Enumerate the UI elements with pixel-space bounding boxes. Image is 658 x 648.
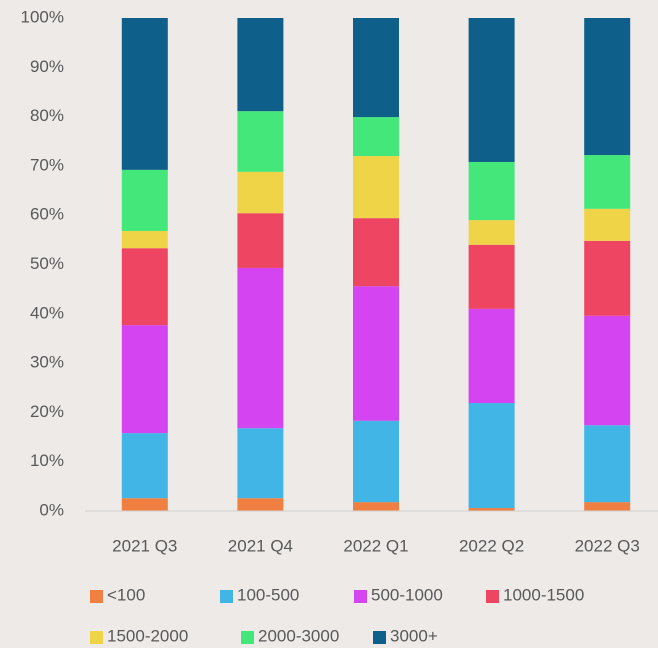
y-tick-label: 70%: [30, 155, 64, 174]
x-tick-label: 2021 Q4: [228, 536, 293, 555]
bar-segment: [237, 267, 284, 429]
legend-swatch: [486, 590, 499, 603]
bar-segment: [468, 244, 515, 309]
legend-label: 2000-3000: [258, 626, 339, 645]
legend-label: 1000-1500: [503, 585, 584, 604]
y-tick-label: 30%: [30, 353, 64, 372]
x-tick-label: 2022 Q1: [343, 536, 408, 555]
bar-segment: [237, 18, 284, 112]
bar-segment: [468, 403, 515, 509]
y-tick-label: 40%: [30, 303, 64, 322]
bar-segment: [121, 169, 168, 231]
legend-label: 500-1000: [371, 585, 443, 604]
y-tick-label: 50%: [30, 254, 64, 273]
bar-segment: [584, 425, 631, 503]
y-tick-label: 80%: [30, 106, 64, 125]
bar-segment: [584, 502, 631, 511]
bar-segment: [121, 248, 168, 326]
bar-segment: [121, 498, 168, 511]
bar-segment: [353, 218, 399, 287]
bar-segment: [353, 420, 399, 503]
y-tick-label: 90%: [30, 57, 64, 76]
bar-segment: [468, 508, 515, 511]
legend-label: 100-500: [237, 585, 299, 604]
bar-segment: [353, 117, 399, 157]
bar-segment: [584, 155, 631, 209]
legend-label: 1500-2000: [107, 626, 188, 645]
legend-swatch: [373, 631, 386, 644]
bar-segment: [121, 433, 168, 499]
bar-segment: [584, 18, 631, 156]
legend-swatch: [220, 590, 233, 603]
bar-segment: [121, 325, 168, 434]
bar-segment: [121, 18, 168, 170]
legend-swatch: [90, 590, 103, 603]
bar-segment: [468, 18, 515, 162]
y-tick-label: 10%: [30, 451, 64, 470]
bar-segment: [237, 498, 284, 511]
legend-swatch: [354, 590, 367, 603]
y-tick-label: 100%: [21, 7, 64, 26]
bar-segment: [584, 315, 631, 426]
bar-segment: [237, 428, 284, 499]
bar-segment: [468, 220, 515, 245]
bar-segment: [584, 240, 631, 316]
bar-segment: [468, 161, 515, 221]
bar-segment: [121, 230, 168, 249]
x-tick-label: 2021 Q3: [112, 536, 177, 555]
y-tick-label: 0%: [39, 500, 64, 519]
legend-swatch: [241, 631, 254, 644]
legend-label: 3000+: [390, 626, 438, 645]
bar-segment: [353, 156, 399, 219]
legend-swatch: [90, 631, 103, 644]
y-tick-label: 20%: [30, 402, 64, 421]
bar-segment: [353, 502, 399, 511]
bar-segment: [353, 18, 399, 118]
bar-segment: [468, 308, 515, 404]
x-tick-label: 2022 Q2: [459, 536, 524, 555]
bar-segment: [353, 286, 399, 421]
bar-segment: [237, 171, 284, 214]
bar-segment: [237, 111, 284, 172]
legend-label: <100: [107, 585, 145, 604]
y-tick-label: 60%: [30, 205, 64, 224]
bar-segment: [237, 213, 284, 268]
bar-segment: [584, 208, 631, 241]
x-tick-label: 2022 Q3: [575, 536, 640, 555]
